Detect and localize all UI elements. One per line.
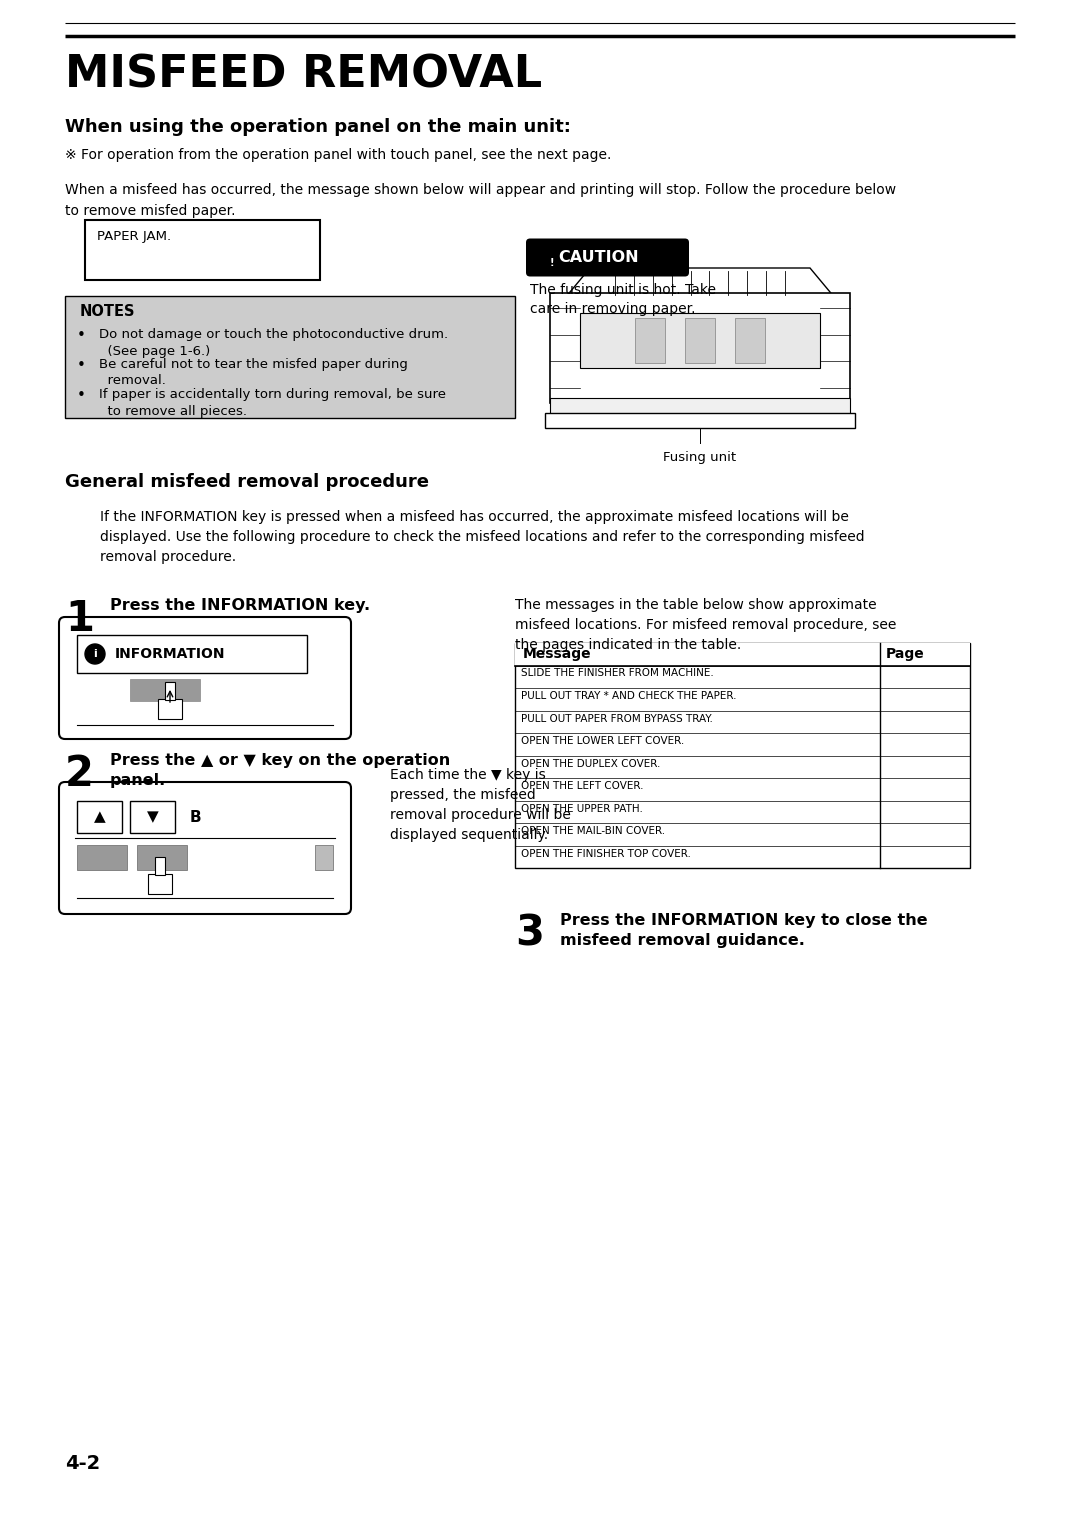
Bar (550, 397, 850, 419)
Bar (77, 636, 307, 672)
Bar (137, 845, 187, 869)
Text: PAPER JAM.: PAPER JAM. (97, 231, 171, 243)
Text: •: • (77, 358, 86, 373)
Text: OPEN THE UPPER PATH.: OPEN THE UPPER PATH. (521, 804, 643, 813)
Bar (685, 318, 715, 364)
Text: The messages in the table below show approximate
misfeed locations. For misfeed : The messages in the table below show app… (515, 597, 896, 652)
Bar (580, 313, 820, 368)
Text: OPEN THE MAIL-BIN COVER.: OPEN THE MAIL-BIN COVER. (521, 827, 665, 836)
Text: Press the INFORMATION key.: Press the INFORMATION key. (110, 597, 370, 613)
Text: SLIDE THE FINISHER FROM MACHINE.: SLIDE THE FINISHER FROM MACHINE. (521, 668, 714, 678)
Bar (130, 801, 175, 833)
Bar (77, 801, 122, 833)
Text: 3: 3 (515, 914, 544, 955)
Text: Press the ▲ or ▼ key on the operation
panel.: Press the ▲ or ▼ key on the operation pa… (110, 753, 450, 788)
Text: If paper is accidentally torn during removal, be sure
  to remove all pieces.: If paper is accidentally torn during rem… (99, 388, 446, 417)
Text: •: • (77, 329, 86, 342)
Text: When using the operation panel on the main unit:: When using the operation panel on the ma… (65, 118, 571, 136)
Text: ※ For operation from the operation panel with touch panel, see the next page.: ※ For operation from the operation panel… (65, 148, 611, 162)
Text: i: i (93, 649, 97, 659)
Text: If the INFORMATION key is pressed when a misfeed has occurred, the approximate m: If the INFORMATION key is pressed when a… (100, 510, 865, 564)
Bar (515, 643, 970, 666)
Circle shape (85, 643, 105, 665)
Text: !: ! (550, 258, 554, 267)
Text: Message: Message (523, 646, 592, 662)
Bar (77, 845, 127, 869)
Bar (635, 318, 665, 364)
Bar (130, 678, 200, 701)
Text: Be careful not to tear the misfed paper during
  removal.: Be careful not to tear the misfed paper … (99, 358, 408, 388)
Text: INFORMATION: INFORMATION (114, 646, 226, 662)
Text: 2: 2 (65, 753, 94, 795)
Text: ▼: ▼ (147, 810, 159, 825)
Bar (315, 845, 333, 869)
Bar (165, 681, 175, 700)
Text: PULL OUT TRAY * AND CHECK THE PAPER.: PULL OUT TRAY * AND CHECK THE PAPER. (521, 691, 737, 701)
Text: MISFEED REMOVAL: MISFEED REMOVAL (65, 53, 542, 96)
Bar (735, 318, 765, 364)
Polygon shape (530, 243, 573, 270)
Text: The fusing unit is hot. Take
care in removing paper.: The fusing unit is hot. Take care in rem… (530, 283, 716, 316)
Text: Press the INFORMATION key to close the
misfeed removal guidance.: Press the INFORMATION key to close the m… (561, 914, 928, 947)
Text: OPEN THE LEFT COVER.: OPEN THE LEFT COVER. (521, 781, 644, 792)
Text: Do not damage or touch the photoconductive drum.
  (See page 1-6.): Do not damage or touch the photoconducti… (99, 329, 448, 358)
Bar (545, 413, 855, 428)
Bar (158, 698, 183, 720)
FancyBboxPatch shape (59, 782, 351, 914)
Text: OPEN THE FINISHER TOP COVER.: OPEN THE FINISHER TOP COVER. (521, 848, 691, 859)
Text: CAUTION: CAUTION (558, 249, 638, 264)
Polygon shape (565, 267, 835, 298)
Text: Each time the ▼ key is
pressed, the misfeed
removal procedure will be
displayed : Each time the ▼ key is pressed, the misf… (390, 769, 571, 842)
Text: NOTES: NOTES (80, 304, 135, 319)
Bar (85, 220, 320, 280)
Text: B: B (190, 810, 202, 825)
Text: Fusing unit: Fusing unit (663, 451, 737, 465)
Text: PULL OUT PAPER FROM BYPASS TRAY.: PULL OUT PAPER FROM BYPASS TRAY. (521, 714, 713, 723)
Bar (156, 857, 165, 876)
Text: ▲: ▲ (94, 810, 106, 825)
FancyBboxPatch shape (526, 238, 689, 277)
Text: When a misfeed has occurred, the message shown below will appear and printing wi: When a misfeed has occurred, the message… (65, 183, 896, 217)
Bar (515, 643, 970, 868)
Bar (65, 296, 515, 419)
Text: Page: Page (886, 646, 924, 662)
Text: •: • (77, 388, 86, 403)
Bar (550, 293, 850, 403)
Text: OPEN THE LOWER LEFT COVER.: OPEN THE LOWER LEFT COVER. (521, 736, 685, 746)
Text: OPEN THE DUPLEX COVER.: OPEN THE DUPLEX COVER. (521, 758, 660, 769)
FancyBboxPatch shape (59, 617, 351, 740)
Text: 1: 1 (65, 597, 94, 640)
Bar (148, 874, 172, 894)
Text: 4-2: 4-2 (65, 1455, 100, 1473)
Text: General misfeed removal procedure: General misfeed removal procedure (65, 474, 429, 490)
